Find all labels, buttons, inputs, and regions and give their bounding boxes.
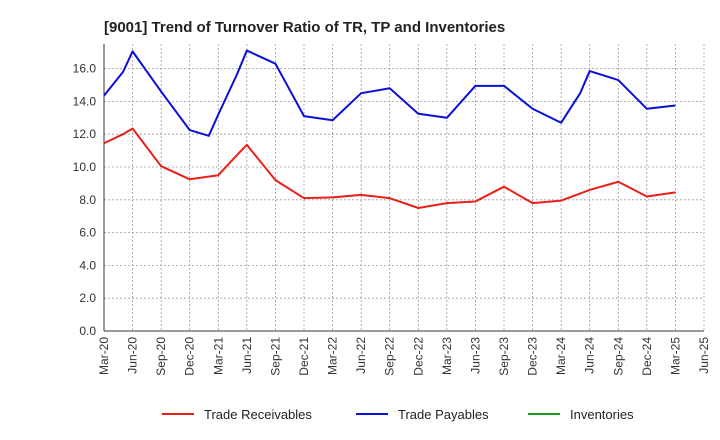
x-tick-label: Sep-22 xyxy=(383,337,397,376)
x-tick-label: Mar-21 xyxy=(211,337,225,375)
y-tick-label: 4.0 xyxy=(79,258,96,272)
x-tick-label: Dec-22 xyxy=(411,337,425,376)
x-tick-label: Dec-24 xyxy=(640,337,654,376)
chart-title: [9001] Trend of Turnover Ratio of TR, TP… xyxy=(104,19,505,36)
y-tick-labels: 0.0 2.0 4.0 6.0 8.0 10.0 12.0 14.0 16.0 xyxy=(73,62,97,338)
x-tick-label: Sep-24 xyxy=(611,337,625,376)
legend-label-trade-receivables: Trade Receivables xyxy=(204,407,312,422)
x-tick-label: Dec-23 xyxy=(526,337,540,376)
legend-label-trade-payables: Trade Payables xyxy=(398,407,489,422)
series-line-trade-receivables xyxy=(103,127,676,209)
x-tick-label: Mar-22 xyxy=(326,337,340,375)
series-line-trade-payables xyxy=(103,49,676,137)
x-tick-label: Mar-20 xyxy=(97,337,111,375)
legend: Trade Receivables Trade Payables Inventori… xyxy=(162,407,634,422)
y-tick-label: 8.0 xyxy=(79,193,96,207)
y-tick-label: 16.0 xyxy=(73,62,97,76)
y-tick-label: 14.0 xyxy=(73,94,97,108)
axes xyxy=(103,44,704,332)
x-tick-label: Mar-25 xyxy=(668,337,682,375)
x-tick-label: Jun-24 xyxy=(583,337,597,374)
x-tick-label: Sep-23 xyxy=(497,337,511,376)
x-tick-label: Jun-20 xyxy=(126,337,140,374)
y-tick-label: 2.0 xyxy=(79,291,96,305)
x-tick-label: Jun-21 xyxy=(240,337,254,374)
x-tick-label: Jun-22 xyxy=(354,337,368,374)
x-tick-label: Dec-21 xyxy=(297,337,311,376)
legend-label-inventories: Inventories xyxy=(570,407,634,422)
x-tick-label: Jun-25 xyxy=(697,337,711,374)
x-tick-label: Sep-21 xyxy=(268,337,282,376)
x-tick-label: Jun-23 xyxy=(468,337,482,374)
x-tick-labels: Mar-20 Jun-20 Sep-20 Dec-20 Mar-21 Jun-21 Sep-… xyxy=(97,337,711,376)
y-tick-label: 10.0 xyxy=(73,160,97,174)
grid xyxy=(103,44,705,332)
series xyxy=(103,49,676,209)
y-tick-label: 6.0 xyxy=(79,226,96,240)
x-tick-label: Mar-24 xyxy=(554,337,568,375)
x-tick-label: Sep-20 xyxy=(154,337,168,376)
x-tick-label: Mar-23 xyxy=(440,337,454,375)
y-tick-label: 12.0 xyxy=(73,127,97,141)
y-tick-label: 0.0 xyxy=(79,324,96,338)
x-tick-label: Dec-20 xyxy=(183,337,197,376)
